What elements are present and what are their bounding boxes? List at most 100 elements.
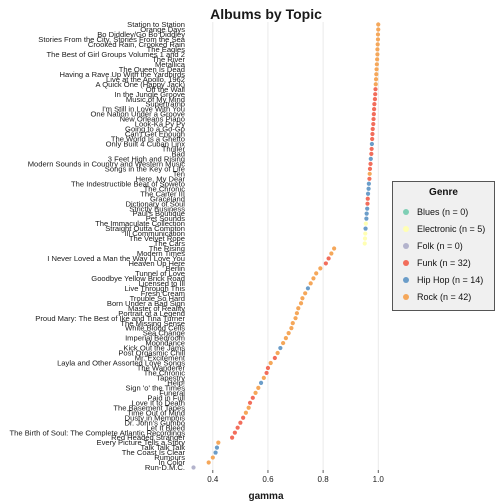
album-label: Post Orgasmic Chill [118, 349, 185, 358]
album-label: Berlin [166, 264, 185, 273]
album-label: Proud Mary: The Best of Ike and Tina Tur… [35, 314, 185, 323]
data-point [216, 440, 221, 445]
legend-title: Genre [429, 187, 458, 198]
album-label: Having a Rave Up With the Yardbirds [60, 70, 186, 79]
data-point [238, 420, 243, 425]
data-point [369, 151, 374, 157]
album-label: The Best of Girl Groups Volumes 1 and 2 [47, 50, 185, 59]
data-point [206, 460, 211, 465]
album-label: Imperial Bedroom [125, 334, 185, 343]
album-label: Music of My Mind [126, 95, 185, 104]
x-tick-label: 1.0 [373, 475, 385, 484]
album-label: New Orleans Piano [120, 115, 185, 124]
data-point [246, 405, 251, 410]
album-label: Can't Get Enough [125, 130, 185, 139]
album-label: Heaven Up Here [128, 259, 185, 268]
data-point [364, 211, 369, 216]
data-point [376, 22, 381, 27]
album-label: Here, My Dear [136, 174, 186, 183]
data-point [265, 365, 271, 371]
data-point [373, 82, 378, 87]
album-label: White Blood Cells [125, 324, 185, 333]
album-label: Off the Wall [146, 85, 186, 94]
data-point [268, 360, 273, 366]
data-point [311, 276, 316, 281]
data-point [366, 186, 371, 191]
album-label: Stories From the City, Stories From the … [38, 35, 185, 44]
data-point [289, 326, 294, 331]
album-label: Bad [171, 150, 185, 159]
album-label: The Wanderer [137, 364, 186, 373]
legend-swatch [403, 277, 409, 283]
album-label: Born Under a Bad Sign [107, 299, 185, 308]
data-point [372, 97, 378, 102]
data-point [368, 156, 373, 161]
data-point [375, 42, 380, 47]
album-label: Crooked Rain, Crooked Rain [88, 40, 185, 49]
data-point [332, 246, 337, 251]
data-point [373, 92, 378, 97]
album-label: Paul's Boutique [132, 209, 185, 218]
album-label: The Eagles [147, 45, 186, 54]
album-label: Help! [167, 378, 185, 387]
legend-item-electronic: Electronic (n = 5) [401, 222, 485, 236]
data-point [300, 296, 305, 301]
legend-swatch [403, 243, 409, 249]
data-point [214, 445, 220, 450]
album-label: Layla and Other Assorted Love Songs [57, 359, 185, 368]
legend-item-rock: Rock (n = 42) [401, 290, 471, 304]
album-label: Pet Sounds [146, 214, 185, 223]
data-point [210, 455, 215, 460]
data-point [235, 425, 240, 430]
data-point [290, 321, 295, 326]
album-label: The Birth of Soul: The Complete Atlantic… [10, 428, 186, 437]
data-point [191, 465, 196, 470]
legend-item-blues: Blues (n = 0) [401, 205, 468, 219]
data-point [365, 196, 370, 201]
data-point [373, 87, 378, 92]
album-label: The Basement Tapes [113, 403, 185, 412]
data-point [323, 261, 328, 266]
album-label: Only Built 4 Cuban Linx [106, 140, 186, 149]
data-point [305, 286, 311, 291]
data-point [370, 126, 375, 132]
album-label: Master of Reality [128, 304, 185, 313]
x-tick-label: 0.4 [207, 475, 219, 484]
x-tick-label: 0.8 [318, 475, 330, 484]
data-point [363, 226, 368, 231]
album-label: Licensed to Ill [139, 279, 186, 288]
data-point [367, 176, 372, 181]
data-point [375, 52, 380, 57]
legend-item-funk: Funk (n = 32) [401, 256, 471, 270]
data-point [314, 271, 319, 276]
data-point [296, 306, 301, 311]
album-label: The Velvet Rope [129, 234, 185, 243]
data-point [363, 221, 368, 226]
album-label: Ten [173, 169, 185, 178]
album-label: I Never Loved a Man the Way I Love You [47, 254, 185, 263]
album-label: The Carter III [140, 189, 185, 198]
data-point [281, 340, 286, 346]
album-label: Metallica [155, 60, 186, 69]
data-point [367, 166, 373, 171]
data-point [369, 141, 375, 147]
album-label: Going to a Go-Go [125, 125, 185, 134]
album-label: Rumours [154, 453, 185, 462]
data-point [283, 335, 288, 341]
data-point [303, 291, 308, 296]
x-axis-title: gamma [248, 491, 283, 502]
album-label: Red Headed Stranger [111, 433, 185, 442]
data-point [326, 256, 331, 261]
data-point [369, 146, 374, 152]
chart-title: Albums by Topic [210, 6, 322, 22]
data-point [375, 37, 381, 42]
data-point [374, 72, 379, 77]
album-label: Live at the Apollo, 1962 [106, 75, 185, 84]
x-tick-label: 0.6 [262, 475, 274, 484]
album-label: Dr. John's Gumbo [124, 418, 185, 427]
legend-swatch [403, 294, 409, 300]
album-label: The Cars [154, 239, 185, 248]
data-point [365, 191, 371, 196]
